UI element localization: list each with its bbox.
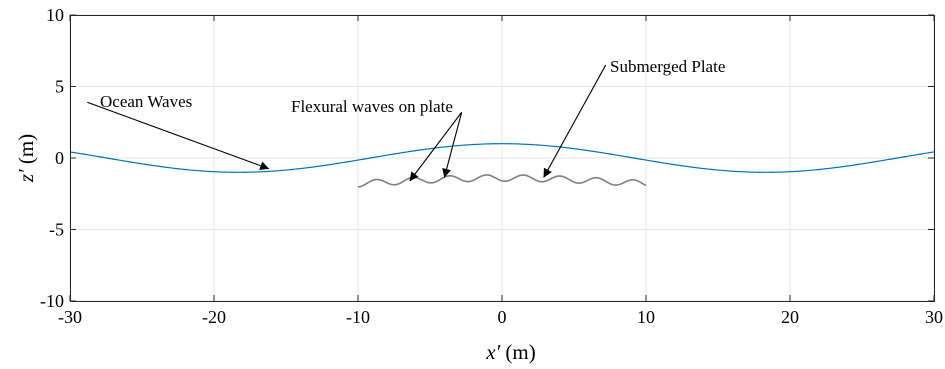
submerged-plate-line [357,174,647,188]
x-axis-label: x′ (m) [485,340,536,364]
x-tick-label: 30 [925,307,943,327]
y-tick-label: -10 [40,291,64,311]
y-axis-label: z′ (m) [14,134,38,183]
y-tick-label: 0 [55,148,64,168]
y-tick-label: -5 [49,220,64,240]
series-layer [69,143,935,188]
flexural-waves-annotation-arrow [409,111,463,182]
x-tick-label: -30 [58,307,82,327]
flexural-waves-annotation-label: Flexural waves on plate [291,97,453,116]
annotations: Ocean Waves Flexural waves on plate Submer… [87,57,725,182]
ocean-waves-annotation-arrow [87,101,270,171]
y-tick-label: 5 [55,77,64,97]
x-tick-label: 20 [781,307,799,327]
ticks: -30 -20 -10 0 10 20 30 -10 -5 0 5 10 [40,5,943,327]
y-tick-label: 10 [46,5,64,25]
grid [69,14,935,302]
x-tick-label: 0 [498,307,507,327]
submerged-plate-annotation-label: Submerged Plate [610,57,725,76]
flexural-waves-annotation-arrow [442,112,463,178]
submerged-plate-annotation-arrow [543,64,607,178]
x-tick-label: -20 [202,307,226,327]
ocean-waves-line [69,143,935,173]
ocean-waves-annotation-label: Ocean Waves [100,92,192,111]
x-tick-label: -10 [346,307,370,327]
x-tick-label: 10 [637,307,655,327]
